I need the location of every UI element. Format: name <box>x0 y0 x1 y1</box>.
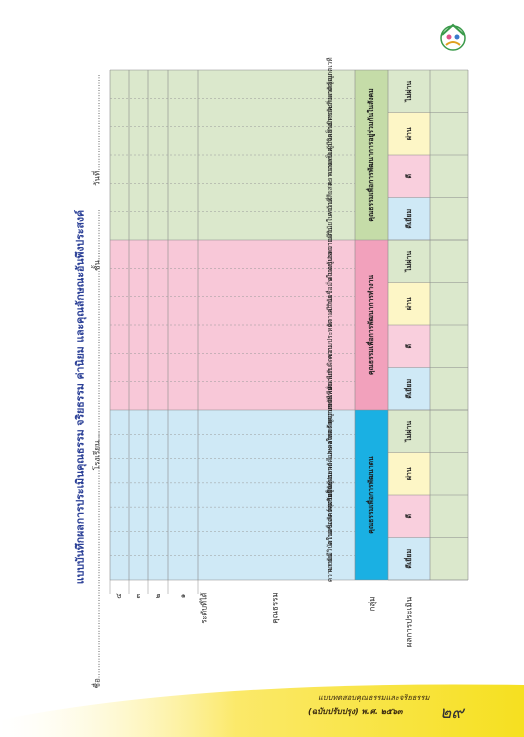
virtue-label: ความขยันหมั่นเพียร <box>325 368 334 424</box>
result-cell <box>388 325 430 368</box>
evaluation-table: ความขยันความมีวินัยในตนเองความซื่อสัตย์ส… <box>109 57 469 647</box>
virtue-label: ความซื่อสัตย์สุจริต <box>325 493 334 545</box>
page-number: ๒๙ <box>440 703 464 723</box>
result-mark-cell <box>430 495 468 538</box>
result-cell <box>388 155 430 198</box>
result-cell <box>388 282 430 325</box>
virtue-header: คุณธรรม <box>271 592 280 624</box>
result-label: ดี <box>405 344 413 349</box>
virtue-label: ความรู้ประมาณตน <box>326 227 334 281</box>
virtue-label: ความกตัญญูกตเวที <box>326 395 334 448</box>
result-label: ไม่ผ่าน <box>404 81 413 103</box>
logo-icon <box>440 23 466 51</box>
group-1-area <box>110 410 355 580</box>
result-mark-cell <box>430 240 468 283</box>
virtue-label: ความเป็นผู้มีจิตสาธารณะ <box>325 105 334 176</box>
group-2-header <box>355 240 388 410</box>
result-mark-cell <box>430 452 468 495</box>
result-label: ดีเยี่ยม <box>403 548 413 569</box>
result-mark-cell <box>430 155 468 198</box>
result-label: ดี <box>405 514 413 519</box>
virtue-label: ความเสียสละ <box>326 179 334 216</box>
result-label: ไม่ผ่าน <box>404 251 413 273</box>
footer-band <box>0 684 524 737</box>
result-mark-cell <box>430 367 468 410</box>
level-4-label: ๔ <box>115 593 123 598</box>
result-mark-cell <box>430 197 468 240</box>
virtue-label: ความกตัญญูกตเวที <box>326 57 334 110</box>
result-cell <box>388 197 430 240</box>
group-name: คุณธรรมเพื่อการพัฒนาการอยู่ร่วมกันในสังค… <box>365 88 376 221</box>
group-3-header <box>355 70 388 240</box>
result-cell <box>388 112 430 155</box>
level-2-label: ๒ <box>154 593 162 598</box>
result-label: ผ่าน <box>405 467 413 480</box>
virtue-label: ความมีวินัยในหน้าที่ <box>325 198 334 254</box>
group-name: คุณธรรมเพื่อการพัฒนาตน <box>365 456 375 534</box>
virtue-label: ความรับผิดชอบ <box>326 345 334 389</box>
result-cell <box>388 367 430 410</box>
virtue-label: ความเชื่อมั่นในตนเอง <box>325 252 334 313</box>
result-mark-cell <box>430 410 468 453</box>
result-cell <box>388 70 430 113</box>
virtue-label: ความรู้จักประหยัดและ ความรักความพอเพียง <box>326 384 334 509</box>
level-header: ระดับที่ได้ <box>199 592 209 623</box>
result-cell <box>388 495 430 538</box>
virtue-label: ความเป็นมิตรกับสิ่งแวดล้อม <box>325 73 334 151</box>
result-cell <box>388 410 430 453</box>
level-1-label: ๑ <box>179 594 187 598</box>
virtue-label: ความขยัน <box>326 553 334 582</box>
result-cell <box>388 537 430 580</box>
footer-title: แบบทดสอบคุณธรรมและจริยธรรม <box>318 693 430 702</box>
result-mark-cell <box>430 70 468 113</box>
result-label: ผ่าน <box>405 127 413 140</box>
footer-edition: (ฉบับปรับปรุง) พ.ศ. ๒๕๖๓ <box>308 707 403 716</box>
result-cell <box>388 240 430 283</box>
virtue-label: ความเป็นผู้ ฉลาด-ไม่หลงใหล <box>325 430 334 512</box>
virtue-label: ความประหยัด <box>326 319 334 358</box>
result-label: ผ่าน <box>405 297 413 310</box>
virtue-label: ความมีวินัย <box>326 295 334 327</box>
result-mark-cell <box>430 282 468 325</box>
result-label: ดีเยี่ยม <box>403 378 413 399</box>
result-label: ดี <box>405 174 413 179</box>
group-header: กลุ่ม <box>368 596 377 611</box>
result-cell <box>388 452 430 495</box>
result-header: ผลการประเมิน <box>405 596 414 647</box>
result-label: ดีเยี่ยม <box>403 208 413 229</box>
virtue-label: ความรับผิดชอบ <box>326 473 334 517</box>
group-name: คุณธรรมเพื่อการพัฒนาการทำงาน <box>365 275 375 375</box>
result-mark-cell <box>430 325 468 368</box>
group-1-header <box>355 410 388 580</box>
result-mark-cell <box>430 537 468 580</box>
virtue-label: ความมีวินัยในตนเอง <box>326 515 334 573</box>
level-3-label: ๓ <box>134 593 142 598</box>
result-label: ไม่ผ่าน <box>404 421 413 443</box>
result-mark-cell <box>430 112 468 155</box>
virtue-label: ความอดทน <box>326 152 334 185</box>
